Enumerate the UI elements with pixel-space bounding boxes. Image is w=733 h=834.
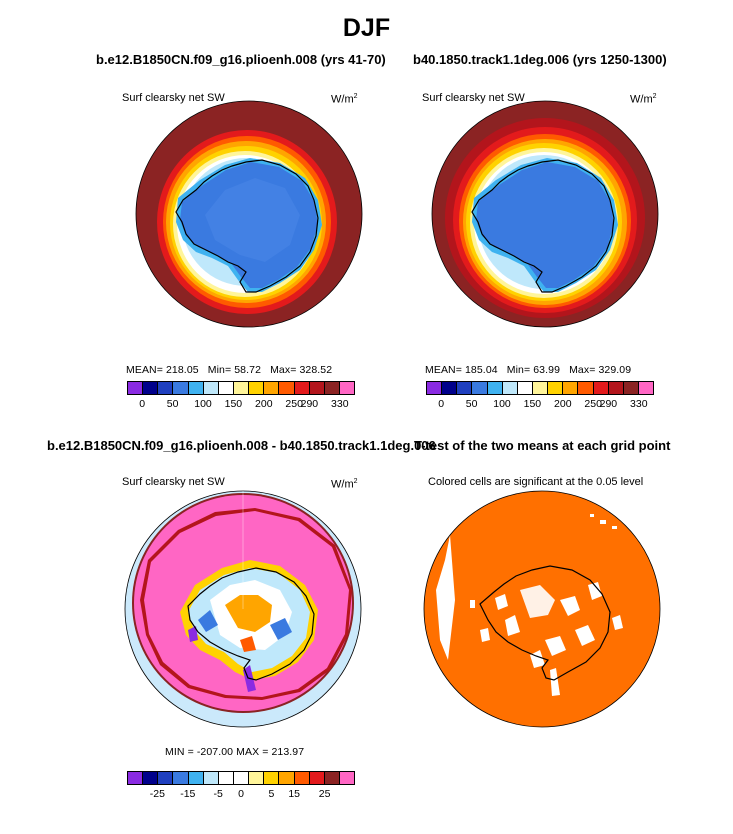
panel-1-title: b.e12.B1850CN.f09_g16.plioenh.008 (yrs 4… — [96, 52, 386, 67]
colorbar-tick: 100 — [194, 398, 212, 410]
panel-2-map-fill — [432, 101, 658, 327]
panel-3-colorbar-ticks: -25 -15 -5 0 5 15 25 — [127, 788, 355, 802]
colorbar-tick: 200 — [255, 398, 273, 410]
colorbar-tick: 250 — [285, 398, 303, 410]
panel-1-antarctica-coastline — [175, 159, 319, 293]
panel-3-stats: MIN = -207.00 MAX = 213.97 — [165, 746, 305, 758]
panel-2-antarctica-coastline — [471, 159, 615, 293]
colorbar-tick: 25 — [318, 788, 331, 800]
panel-3-title: b.e12.B1850CN.f09_g16.plioenh.008 - b40.… — [47, 438, 436, 453]
colorbar-tick: 330 — [630, 398, 648, 410]
colorbar-tick: 0 — [139, 398, 146, 410]
colorbar-tick: 0 — [438, 398, 445, 410]
colorbar-tick: -5 — [213, 788, 223, 800]
colorbar-tick: -15 — [180, 788, 196, 800]
panel-1-colorbar — [127, 381, 355, 395]
colorbar-tick: 50 — [166, 398, 179, 410]
panel-1-variable-label: Surf clearsky net SW — [122, 92, 225, 104]
panel-2-variable-label: Surf clearsky net SW — [422, 92, 525, 104]
panel-1-stats: MEAN= 218.05 Min= 58.72 Max= 328.52 — [126, 364, 333, 376]
panel-1-map-fill — [136, 101, 362, 327]
panel-2-unit-label: W/m2 — [630, 93, 657, 106]
colorbar-tick: 150 — [523, 398, 542, 410]
panel-3-colorbar — [127, 771, 355, 785]
panel-3-antarctica-coastline — [187, 567, 315, 681]
panel-2-stats: MEAN= 185.04 Min= 63.99 Max= 329.09 — [425, 364, 632, 376]
panel-4-title: T-test of the two means at each grid poi… — [414, 438, 671, 453]
colorbar-tick: 50 — [465, 398, 478, 410]
panel-2-colorbar — [426, 381, 654, 395]
colorbar-tick: 5 — [268, 788, 275, 800]
panel-2-colorbar-ticks: 0 50 100 150 200 250 290 330 — [426, 398, 654, 412]
colorbar-tick: 15 — [288, 788, 301, 800]
colorbar-tick: 100 — [493, 398, 511, 410]
panel-4-map-fill — [424, 491, 660, 727]
colorbar-tick: 250 — [584, 398, 602, 410]
colorbar-tick: 150 — [224, 398, 243, 410]
panel-4-antarctica-coastline — [479, 565, 611, 681]
colorbar-tick: 0 — [238, 788, 244, 800]
panel-1-unit-label: W/m2 — [331, 93, 358, 106]
colorbar-tick: 330 — [331, 398, 349, 410]
colorbar-tick: 200 — [554, 398, 572, 410]
colorbar-tick: 290 — [300, 398, 319, 410]
panel-3-variable-label: Surf clearsky net SW — [122, 476, 225, 488]
panel-4-significance-label: Colored cells are significant at the 0.0… — [428, 476, 644, 488]
colorbar-tick: -25 — [149, 788, 165, 800]
page-title: DJF — [342, 14, 391, 42]
panel-2-title: b40.1850.track1.1deg.006 (yrs 1250-1300) — [413, 52, 667, 67]
colorbar-tick: 290 — [599, 398, 618, 410]
panel-3-unit-label: W/m2 — [331, 478, 358, 491]
panel-1-colorbar-ticks: 0 50 100 150 200 250 290 330 — [127, 398, 355, 412]
